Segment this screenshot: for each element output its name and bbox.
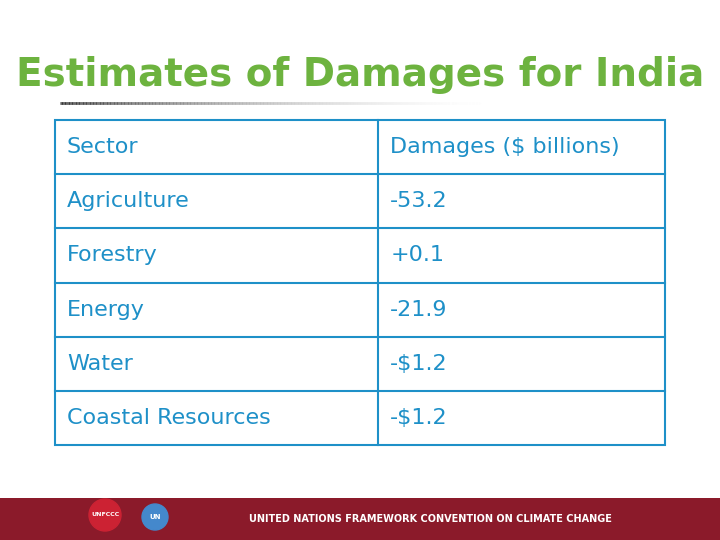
Text: UN: UN	[149, 514, 161, 520]
Bar	[0, 498, 720, 540]
Text: -53.2: -53.2	[390, 191, 448, 211]
Text: Agriculture: Agriculture	[67, 191, 190, 211]
Text: Energy: Energy	[67, 300, 145, 320]
Text: Forestry: Forestry	[67, 245, 158, 266]
Text: -$1.2: -$1.2	[390, 408, 448, 428]
Circle shape	[89, 499, 121, 531]
Circle shape	[142, 504, 168, 530]
Text: Sector: Sector	[67, 137, 139, 157]
Text: +0.1: +0.1	[390, 245, 444, 266]
Bar	[55, 120, 665, 445]
Text: -21.9: -21.9	[390, 300, 448, 320]
Text: Coastal Resources: Coastal Resources	[67, 408, 271, 428]
Text: Water: Water	[67, 354, 133, 374]
Text: -$1.2: -$1.2	[390, 354, 448, 374]
Text: Damages ($ billions): Damages ($ billions)	[390, 137, 620, 157]
Text: UNFCCC: UNFCCC	[91, 512, 119, 517]
Text: UNITED NATIONS FRAMEWORK CONVENTION ON CLIMATE CHANGE: UNITED NATIONS FRAMEWORK CONVENTION ON C…	[248, 514, 611, 524]
Text: Estimates of Damages for India: Estimates of Damages for India	[16, 56, 704, 94]
